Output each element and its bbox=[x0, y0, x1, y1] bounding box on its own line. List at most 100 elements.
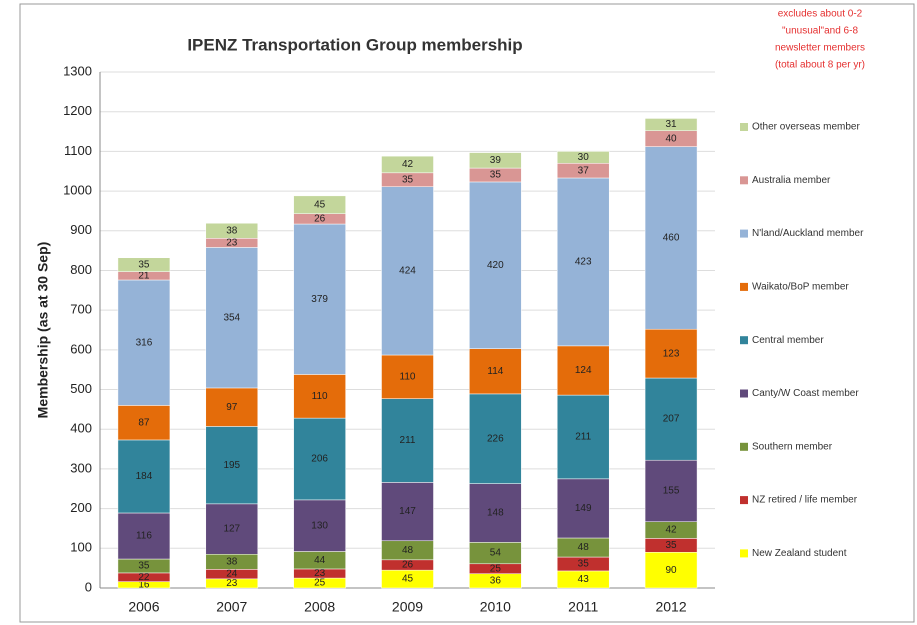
legend-label: Central member bbox=[752, 335, 824, 346]
data-label: 39 bbox=[490, 155, 502, 166]
data-label: 155 bbox=[663, 486, 680, 497]
data-label: 30 bbox=[578, 152, 590, 163]
data-label: 37 bbox=[578, 165, 590, 176]
data-label: 195 bbox=[223, 460, 240, 471]
y-tick-label: 200 bbox=[70, 500, 92, 515]
legend-swatch bbox=[740, 176, 748, 185]
data-label: 211 bbox=[575, 432, 591, 443]
y-axis-label: Membership (as at 30 Sep) bbox=[35, 242, 51, 419]
data-label: 147 bbox=[399, 506, 416, 517]
data-label: 206 bbox=[311, 454, 328, 465]
data-label: 44 bbox=[314, 555, 326, 566]
x-tick-label: 2011 bbox=[568, 599, 598, 615]
bar-segment bbox=[556, 345, 610, 396]
data-label: 460 bbox=[663, 233, 680, 244]
bar-segment bbox=[556, 151, 610, 164]
legend-label: Australia member bbox=[752, 175, 831, 186]
data-label: 26 bbox=[314, 214, 326, 225]
y-tick-label: 100 bbox=[70, 540, 92, 555]
data-label: 54 bbox=[490, 548, 502, 559]
data-label: 24 bbox=[226, 569, 238, 580]
bar-segment bbox=[381, 398, 434, 483]
bar-segment bbox=[644, 377, 698, 461]
legend-label: N'land/Auckland member bbox=[752, 228, 864, 239]
data-label: 379 bbox=[311, 294, 328, 305]
y-tick-label: 500 bbox=[70, 381, 92, 396]
bar-segment bbox=[293, 417, 346, 501]
data-label: 22 bbox=[138, 572, 150, 583]
legend-label: Other overseas member bbox=[752, 122, 860, 133]
legend-label: New Zealand student bbox=[752, 548, 847, 559]
data-label: 148 bbox=[487, 508, 504, 519]
data-label: 127 bbox=[223, 524, 240, 535]
bar-segment bbox=[469, 348, 522, 395]
data-label: 38 bbox=[226, 556, 238, 567]
legend-label: Waikato/BoP member bbox=[752, 282, 849, 293]
annotation: (total about 8 per yr) bbox=[775, 60, 865, 71]
legend-swatch bbox=[740, 389, 748, 398]
data-label: 23 bbox=[314, 568, 326, 579]
legend-label: Southern member bbox=[752, 441, 833, 452]
data-label: 23 bbox=[226, 578, 238, 589]
data-label: 420 bbox=[487, 260, 504, 271]
data-label: 35 bbox=[402, 174, 414, 185]
bar-segment bbox=[293, 499, 346, 552]
data-label: 35 bbox=[666, 540, 678, 551]
data-label: 25 bbox=[490, 563, 502, 574]
data-label: 48 bbox=[578, 542, 590, 553]
data-label: 226 bbox=[487, 433, 504, 444]
y-tick-label: 1000 bbox=[63, 183, 92, 198]
data-label: 316 bbox=[136, 337, 153, 348]
data-label: 36 bbox=[490, 575, 502, 586]
data-label: 45 bbox=[314, 199, 326, 210]
data-label: 43 bbox=[578, 574, 590, 585]
bar-segment bbox=[117, 512, 171, 560]
legend-swatch bbox=[740, 229, 748, 238]
y-tick-label: 300 bbox=[70, 460, 92, 475]
data-label: 97 bbox=[226, 402, 238, 413]
y-tick-label: 1200 bbox=[63, 103, 92, 118]
bar-segment bbox=[117, 439, 171, 514]
y-tick-label: 1100 bbox=[64, 143, 92, 158]
bar-segment bbox=[293, 223, 346, 375]
data-label: 25 bbox=[314, 578, 326, 589]
data-label: 110 bbox=[312, 391, 328, 402]
legend-label: Canty/W Coast member bbox=[752, 388, 859, 399]
data-label: 26 bbox=[402, 560, 414, 571]
y-tick-label: 600 bbox=[70, 341, 92, 356]
bar-segment bbox=[469, 393, 522, 484]
bar-segment bbox=[117, 257, 171, 272]
legend-label: NZ retired / life member bbox=[752, 495, 858, 506]
legend-swatch bbox=[740, 282, 748, 291]
bar-segment bbox=[205, 222, 259, 239]
data-label: 40 bbox=[666, 133, 678, 144]
data-label: 35 bbox=[490, 170, 502, 181]
x-tick-label: 2008 bbox=[304, 599, 335, 615]
bar-segment bbox=[644, 118, 698, 131]
data-label: 114 bbox=[487, 366, 503, 377]
x-tick-label: 2010 bbox=[480, 599, 511, 615]
data-label: 16 bbox=[138, 579, 150, 590]
x-tick-label: 2007 bbox=[216, 599, 247, 615]
data-label: 184 bbox=[136, 471, 153, 482]
legend-swatch bbox=[740, 496, 748, 505]
legend-swatch bbox=[740, 442, 748, 451]
bar-segment bbox=[381, 482, 434, 542]
data-label: 423 bbox=[575, 257, 592, 268]
x-tick-label: 2006 bbox=[128, 599, 159, 615]
x-tick-label: 2012 bbox=[655, 599, 686, 615]
bar-segment bbox=[644, 146, 698, 330]
y-tick-label: 900 bbox=[70, 222, 92, 237]
y-tick-label: 400 bbox=[70, 421, 92, 436]
bar-segment bbox=[381, 186, 434, 356]
data-label: 35 bbox=[578, 559, 590, 570]
data-label: 123 bbox=[663, 348, 680, 359]
legend-swatch bbox=[740, 336, 748, 345]
y-tick-label: 1300 bbox=[63, 63, 92, 78]
bar-segment bbox=[381, 354, 434, 399]
data-label: 42 bbox=[402, 159, 414, 170]
data-label: 31 bbox=[666, 119, 678, 130]
chart-title: IPENZ Transportation Group membership bbox=[187, 35, 522, 54]
x-tick-label: 2009 bbox=[392, 599, 423, 615]
